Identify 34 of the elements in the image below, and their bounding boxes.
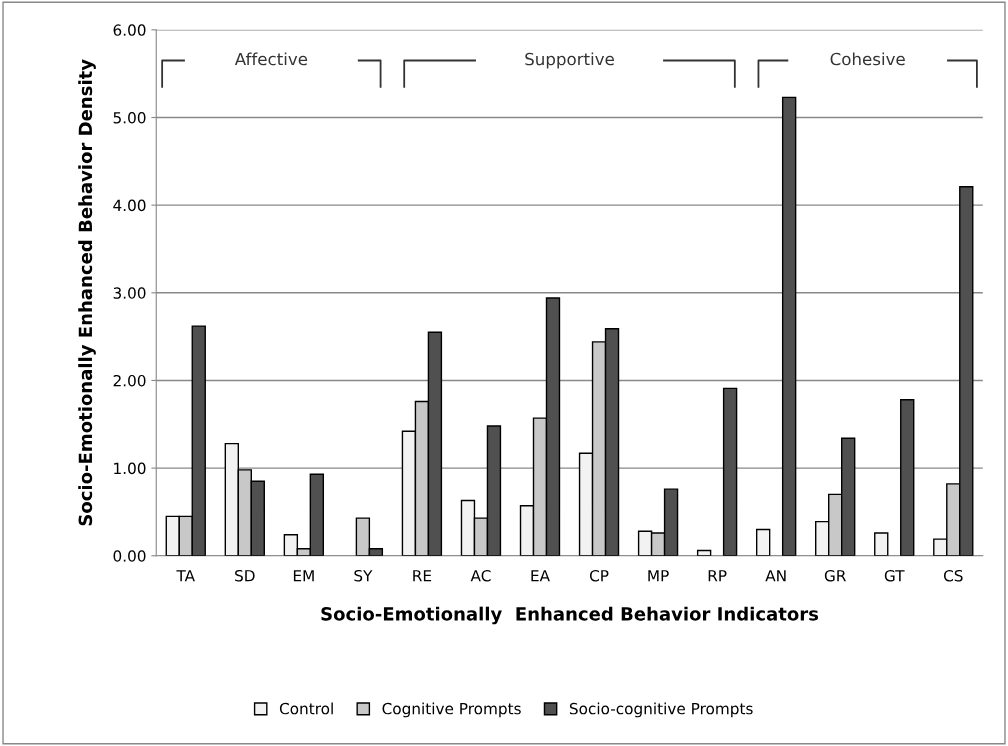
y-tick-label: 3.00 bbox=[113, 287, 146, 299]
y-axis-title: Socio-Emotionally Enhanced Behavior Density bbox=[78, 59, 96, 526]
x-tick-label: TA bbox=[176, 570, 195, 582]
annotation: Affective bbox=[234, 52, 308, 66]
x-tick-label: RP bbox=[708, 570, 727, 582]
x-tick-label: AC bbox=[470, 569, 491, 582]
y-tick-label: 2.00 bbox=[113, 374, 146, 387]
x-tick-label: MP bbox=[648, 570, 669, 582]
y-tick-label: 5.00 bbox=[113, 111, 146, 124]
x-tick-label: SY bbox=[354, 569, 373, 582]
x-axis-title: Socio-Emotionally Enhanced Behavior Indicators bbox=[321, 606, 819, 625]
annotation: Supportive bbox=[525, 52, 614, 69]
legend-label: Control bbox=[279, 702, 333, 715]
y-tick-label: 0.00 bbox=[113, 550, 146, 562]
legend-label: Socio-cognitive Prompts bbox=[569, 702, 753, 718]
bar bbox=[781, 96, 797, 556]
bar bbox=[722, 387, 738, 556]
bar bbox=[755, 528, 771, 556]
x-tick-label: SD bbox=[235, 569, 255, 582]
bar bbox=[900, 399, 915, 556]
x-tick-label: CP bbox=[589, 569, 609, 582]
x-tick-label: GR bbox=[824, 569, 846, 582]
y-tick-label: 1.00 bbox=[114, 462, 146, 475]
legend-label: Cognitive Prompts bbox=[382, 702, 521, 718]
bar bbox=[874, 532, 889, 556]
annotation: Cohesive bbox=[830, 52, 905, 66]
x-tick-label: CS bbox=[943, 569, 963, 582]
x-tick-label: GT bbox=[884, 569, 905, 582]
x-tick-label: EA bbox=[531, 570, 550, 582]
x-tick-label: EM bbox=[293, 570, 314, 582]
y-tick-label: 6.00 bbox=[113, 24, 146, 36]
x-tick-label: AN bbox=[765, 570, 786, 582]
y-tick-label: 4.00 bbox=[113, 199, 146, 212]
x-tick-label: RE bbox=[413, 570, 432, 582]
